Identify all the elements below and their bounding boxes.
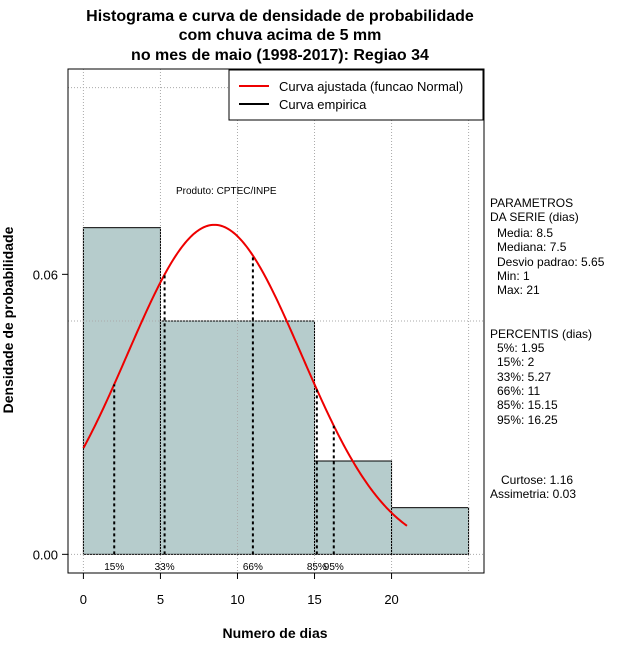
percentil-15: 15%: 2 [497, 355, 535, 369]
chart-title-line-3: no mes de maio (1998-2017): Regiao 34 [131, 47, 429, 64]
percentil-33: 33%: 5.27 [497, 370, 552, 384]
legend-label-2: Curva empirica [279, 97, 367, 112]
percentile-label-66: 66% [243, 562, 263, 573]
x-tick-label-20: 20 [384, 592, 398, 607]
product-annotation: Produto: CPTEC/INPE [176, 186, 277, 197]
percentil-5: 5%: 1.95 [497, 341, 545, 355]
x-tick-label-15: 15 [307, 592, 321, 607]
percentile-label-95: 95% [324, 562, 344, 573]
histogram-bar-2 [159, 320, 316, 555]
histogram-bar-3 [314, 460, 393, 555]
normal-fit-curve [82, 223, 408, 527]
percentil-85: 85%: 15.15 [497, 398, 558, 412]
param-min: Min: 1 [497, 269, 530, 283]
plot-frame [67, 68, 485, 574]
percentile-label-85: 85% [307, 562, 327, 573]
curtose-value: Curtose: 1.16 [501, 473, 574, 487]
chart-title-line-2: com chuva acima de 5 mm [178, 27, 382, 44]
legend-box [228, 69, 484, 121]
param-media: Media: 8.5 [497, 226, 554, 240]
x-axis-label: Numero de dias [222, 625, 328, 641]
chart-title-line-1: Histograma e curva de densidade de proba… [86, 8, 474, 25]
x-tick-label-5: 5 [157, 592, 164, 607]
percentil-66: 66%: 11 [497, 384, 541, 398]
histogram-bar-4 [391, 507, 470, 555]
percentile-label-15: 15% [104, 562, 124, 573]
y-tick-label-0: 0.00 [33, 547, 58, 562]
y-tick-label-1: 0.06 [33, 267, 58, 282]
percentis-title: PERCENTIS (dias) [490, 327, 593, 341]
param-max: Max: 21 [497, 283, 540, 297]
histogram-bar-1 [82, 227, 161, 555]
percentil-95: 95%: 16.25 [497, 413, 558, 427]
params-title: PARAMETROS DA SERIE (dias) [490, 196, 579, 225]
x-tick-label-0: 0 [80, 592, 87, 607]
x-tick-label-10: 10 [230, 592, 244, 607]
legend-label-1: Curva ajustada (funcao Normal) [279, 79, 463, 94]
param-desvio: Desvio padrao: 5.65 [497, 255, 605, 269]
percentile-label-33: 33% [155, 562, 175, 573]
param-mediana: Mediana: 7.5 [497, 240, 567, 254]
assimetria-value: Assimetria: 0.03 [490, 487, 577, 501]
